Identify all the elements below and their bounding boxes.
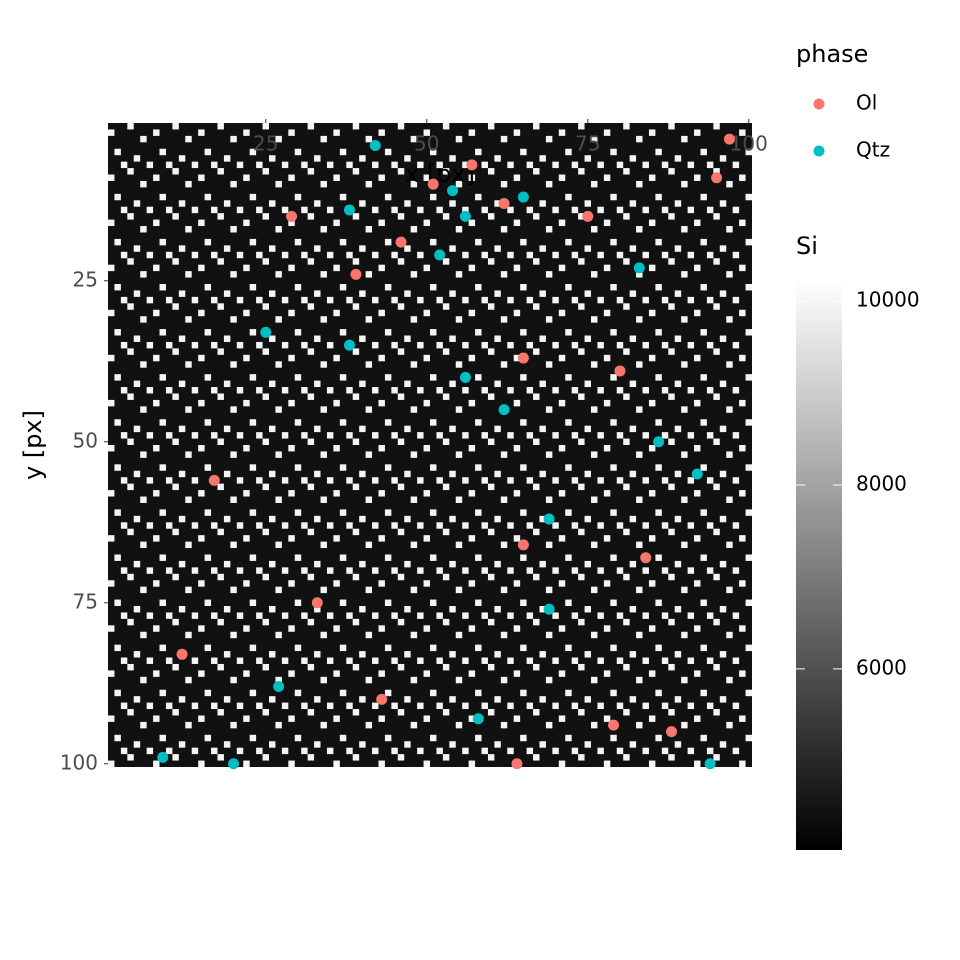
point bbox=[176, 648, 188, 660]
point bbox=[273, 681, 285, 692]
point bbox=[723, 133, 735, 145]
point bbox=[208, 474, 220, 486]
legend-title: phase bbox=[796, 40, 868, 68]
point bbox=[543, 513, 555, 525]
point bbox=[608, 719, 620, 731]
point bbox=[498, 404, 510, 416]
point bbox=[286, 210, 298, 222]
legend-label: Qtz bbox=[856, 138, 890, 162]
y-tick-label: 50 bbox=[73, 428, 98, 452]
colorbar bbox=[796, 280, 842, 850]
x-tick-label: 50 bbox=[414, 132, 439, 156]
point bbox=[517, 191, 529, 203]
x-tick-label: 75 bbox=[575, 132, 600, 156]
point bbox=[582, 210, 594, 222]
point bbox=[157, 751, 169, 763]
point bbox=[472, 713, 484, 725]
point bbox=[311, 597, 323, 609]
legend-key bbox=[813, 145, 825, 157]
colorbar-title: Si bbox=[796, 232, 818, 260]
point bbox=[395, 236, 407, 248]
colorbar-tick-label: 8000 bbox=[856, 472, 907, 496]
point bbox=[344, 204, 355, 216]
point bbox=[543, 603, 555, 615]
point bbox=[653, 436, 665, 448]
y-axis-label: y [px] bbox=[19, 410, 47, 480]
point bbox=[369, 140, 381, 152]
point bbox=[517, 352, 529, 364]
point bbox=[511, 758, 523, 770]
x-tick-label: 25 bbox=[253, 132, 278, 156]
point bbox=[704, 758, 716, 770]
point bbox=[427, 178, 439, 190]
x-axis-label: x [px] bbox=[405, 160, 475, 188]
point bbox=[459, 371, 471, 383]
legend-key bbox=[813, 98, 825, 110]
point bbox=[447, 185, 459, 197]
point bbox=[228, 758, 240, 770]
point bbox=[666, 726, 677, 738]
point bbox=[498, 198, 510, 209]
point bbox=[260, 326, 272, 338]
si-raster bbox=[108, 123, 752, 767]
point bbox=[466, 159, 478, 171]
point bbox=[517, 539, 529, 551]
y-tick-label: 75 bbox=[73, 589, 98, 613]
point bbox=[711, 172, 723, 184]
legend-label: Ol bbox=[856, 91, 877, 115]
point bbox=[614, 365, 626, 377]
colorbar-tick-label: 10000 bbox=[856, 288, 920, 312]
point bbox=[459, 210, 471, 222]
point bbox=[344, 339, 355, 351]
point bbox=[350, 268, 362, 280]
point bbox=[633, 262, 645, 274]
x-tick-label: 100 bbox=[730, 132, 768, 156]
point bbox=[434, 249, 446, 261]
point bbox=[640, 552, 652, 564]
y-tick-label: 25 bbox=[73, 267, 98, 291]
colorbar-tick-label: 6000 bbox=[856, 655, 907, 679]
point bbox=[376, 693, 388, 705]
point bbox=[691, 468, 703, 480]
y-tick-label: 100 bbox=[60, 750, 98, 774]
